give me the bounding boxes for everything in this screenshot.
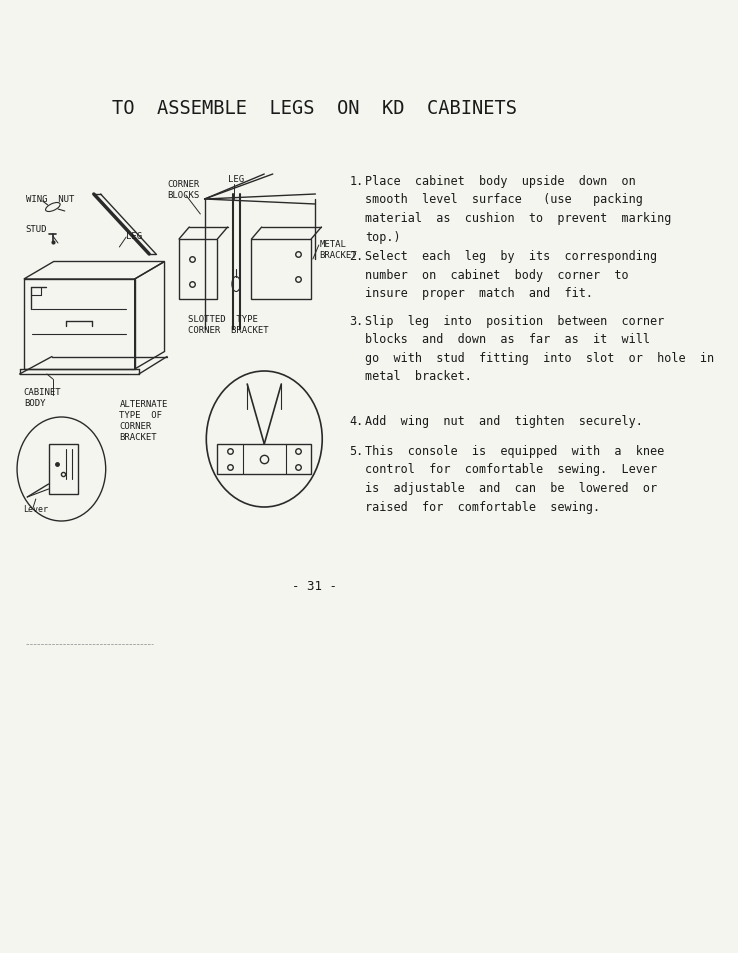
Text: ALTERNATE
TYPE  OF
CORNER
BRACKET: ALTERNATE TYPE OF CORNER BRACKET [120, 399, 168, 442]
Text: CABINET
BODY: CABINET BODY [24, 388, 61, 408]
Text: 4.: 4. [350, 415, 364, 428]
Text: Place  cabinet  body  upside  down  on
smooth  level  surface   (use   packing
m: Place cabinet body upside down on smooth… [365, 174, 672, 243]
Text: TO  ASSEMBLE  LEGS  ON  KD  CABINETS: TO ASSEMBLE LEGS ON KD CABINETS [112, 98, 517, 117]
Text: LEG: LEG [229, 174, 244, 184]
Text: 5.: 5. [350, 444, 364, 457]
Text: STUD: STUD [26, 225, 47, 233]
Text: Slip  leg  into  position  between  corner
blocks  and  down  as  far  as  it  w: Slip leg into position between corner bl… [365, 314, 714, 383]
Text: LEG: LEG [126, 232, 142, 241]
Text: WING  NUT: WING NUT [26, 194, 74, 204]
Text: 1.: 1. [350, 174, 364, 188]
Text: SLOTTED  TYPE
CORNER  BRACKET: SLOTTED TYPE CORNER BRACKET [187, 314, 268, 335]
Text: Lever: Lever [23, 504, 48, 514]
Text: 2.: 2. [350, 250, 364, 263]
Text: - 31 -: - 31 - [292, 579, 337, 593]
Text: CORNER
BLOCKS: CORNER BLOCKS [167, 180, 199, 200]
Text: Add  wing  nut  and  tighten  securely.: Add wing nut and tighten securely. [365, 415, 643, 428]
Text: This  console  is  equipped  with  a  knee
control  for  comfortable  sewing.  L: This console is equipped with a knee con… [365, 444, 664, 513]
Text: 3.: 3. [350, 314, 364, 328]
Text: Select  each  leg  by  its  corresponding
number  on  cabinet  body  corner  to
: Select each leg by its corresponding num… [365, 250, 657, 299]
Text: METAL
BRACKET: METAL BRACKET [320, 240, 357, 260]
